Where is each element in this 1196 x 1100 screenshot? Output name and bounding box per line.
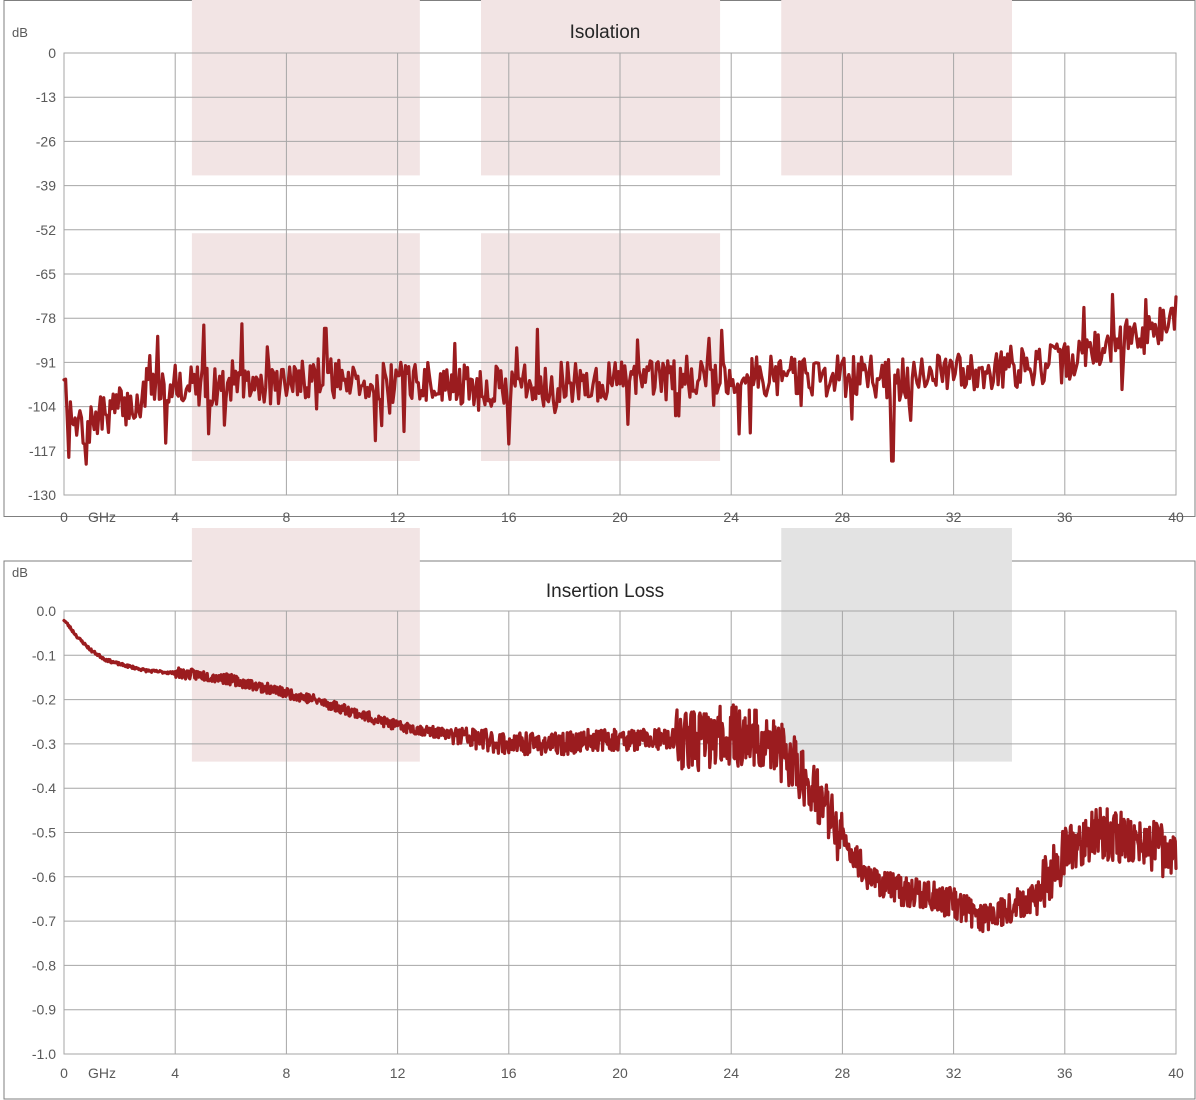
insertion-loss-series — [62, 618, 1178, 934]
y-tick-label: -65 — [36, 266, 56, 282]
x-tick-label: 12 — [390, 1065, 406, 1081]
y-tick-label: -117 — [29, 443, 56, 459]
x-tick-label: 24 — [723, 1065, 739, 1081]
x-tick-label: 12 — [390, 509, 406, 525]
y-tick-label: -104 — [28, 399, 56, 415]
y-tick-label: -78 — [36, 310, 56, 326]
insertion-loss-y-tick-labels: 0.0 -0.1 -0.2 -0.3 -0.4 -0.5 -0.6 -0.7 -0.8 -0.9 -… — [32, 603, 56, 1062]
x-tick-label: 0 — [60, 509, 68, 525]
y-tick-label: -13 — [36, 89, 56, 105]
x-tick-label: 32 — [946, 1065, 962, 1081]
x-tick-label: 20 — [612, 1065, 628, 1081]
y-tick-label: -0.9 — [32, 1002, 56, 1018]
isolation-plot-area — [63, 52, 1177, 496]
series-line — [62, 292, 1178, 466]
x-tick-label: 0 — [60, 1065, 68, 1081]
x-tick-label: 8 — [283, 1065, 291, 1081]
x-tick-label: 16 — [501, 1065, 517, 1081]
x-tick-label: 16 — [501, 509, 517, 525]
y-tick-label: -1.0 — [32, 1046, 56, 1062]
y-tick-label: -130 — [28, 487, 56, 503]
x-tick-label: 40 — [1168, 509, 1184, 525]
x-tick-label: 36 — [1057, 509, 1073, 525]
insertion-loss-chart: 0.0 -0.1 -0.2 -0.3 -0.4 -0.5 -0.6 -0.7 -0.8 -0.9 -… — [3, 528, 1196, 1100]
y-tick-label: -0.6 — [32, 869, 56, 885]
y-tick-label: -0.2 — [32, 692, 56, 708]
shaded-region — [781, 0, 1012, 176]
insertion-loss-y-unit-label: dB — [12, 565, 28, 580]
y-tick-label: -0.1 — [32, 647, 56, 663]
x-tick-label: 28 — [835, 509, 851, 525]
isolation-x-tick-labels: 0 4 8 12 16 20 24 28 32 36 40 — [60, 509, 1184, 525]
y-tick-label: -39 — [36, 178, 56, 194]
x-tick-label: 4 — [171, 509, 179, 525]
isolation-chart-title: Isolation — [570, 22, 641, 43]
y-tick-label: -0.4 — [32, 780, 56, 796]
y-tick-label: -0.3 — [32, 736, 56, 752]
isolation-chart: 0 -13 -26 -39 -52 -65 -78 -91 -104 -117 -130 0 4 8 12… — [3, 0, 1196, 525]
insertion-loss-chart-title: Insertion Loss — [546, 581, 664, 602]
shaded-region — [781, 528, 1012, 762]
isolation-x-unit-label: GHz — [88, 509, 116, 525]
x-tick-label: 24 — [723, 509, 739, 525]
x-tick-label: 28 — [835, 1065, 851, 1081]
shaded-region — [191, 233, 420, 461]
x-tick-label: 20 — [612, 509, 628, 525]
shaded-region — [481, 233, 721, 461]
x-tick-label: 8 — [283, 509, 291, 525]
x-tick-label: 32 — [946, 509, 962, 525]
shaded-region — [191, 528, 420, 762]
insertion-loss-chart-frame — [3, 560, 1196, 1100]
insertion-loss-x-tick-labels: 0 4 8 12 16 20 24 28 32 36 40 — [60, 1065, 1184, 1081]
insertion-loss-x-unit-label: GHz — [88, 1065, 116, 1081]
shaded-region — [481, 0, 721, 176]
y-tick-label: -52 — [36, 222, 56, 238]
x-tick-label: 36 — [1057, 1065, 1073, 1081]
y-tick-label: 0 — [48, 45, 56, 61]
isolation-shaded-regions — [191, 0, 1012, 461]
isolation-y-unit-label: dB — [12, 25, 28, 40]
x-tick-label: 4 — [171, 1065, 179, 1081]
x-tick-label: 40 — [1168, 1065, 1184, 1081]
y-tick-label: -0.5 — [32, 825, 56, 841]
y-tick-label: 0.0 — [37, 603, 57, 619]
isolation-y-tick-labels: 0 -13 -26 -39 -52 -65 -78 -91 -104 -117 -130 — [28, 45, 56, 503]
y-tick-label: -26 — [36, 133, 56, 149]
shaded-region — [191, 0, 420, 176]
y-tick-label: -0.8 — [32, 957, 56, 973]
isolation-series — [62, 292, 1178, 466]
series-line — [62, 618, 1178, 934]
insertion-loss-plot-area — [63, 610, 1177, 1055]
y-tick-label: -91 — [36, 354, 56, 370]
y-tick-label: -0.7 — [32, 913, 56, 929]
